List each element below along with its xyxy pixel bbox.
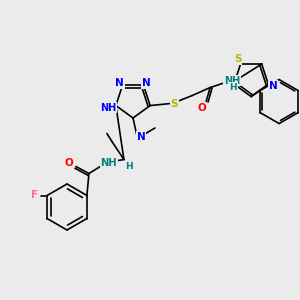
Text: NH: NH <box>100 158 117 167</box>
Text: H: H <box>229 83 237 92</box>
Text: F: F <box>31 190 38 200</box>
Text: N: N <box>115 78 124 88</box>
Text: NH: NH <box>100 103 116 112</box>
Text: NH: NH <box>224 76 240 85</box>
Text: S: S <box>170 99 178 109</box>
Text: O: O <box>198 103 206 112</box>
Text: N: N <box>269 81 278 91</box>
Text: O: O <box>64 158 73 169</box>
Text: H: H <box>125 162 133 171</box>
Text: S: S <box>234 54 241 64</box>
Text: N: N <box>142 78 151 88</box>
Text: N: N <box>136 132 146 142</box>
